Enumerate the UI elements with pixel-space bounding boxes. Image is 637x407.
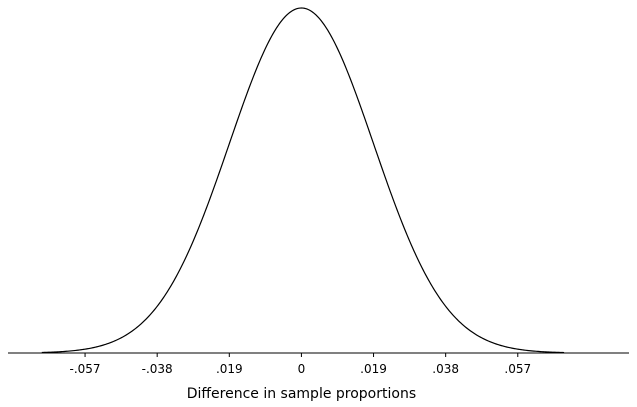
x-tick-label: .019 [216,362,243,376]
x-tick-label: .057 [504,362,531,376]
curve-layer [41,7,565,354]
x-axis-title: Difference in sample proportions [187,386,416,402]
x-tick-label: 0 [298,362,306,376]
x-tick-label: .019 [360,362,387,376]
density-curve [41,7,565,354]
x-tick-label: -.038 [142,362,173,376]
x-tick-label: .038 [432,362,459,376]
tick-layer: -.057 -.038 .019 0 .019 .038 .057 [70,353,531,376]
x-tick-label: -.057 [70,362,101,376]
